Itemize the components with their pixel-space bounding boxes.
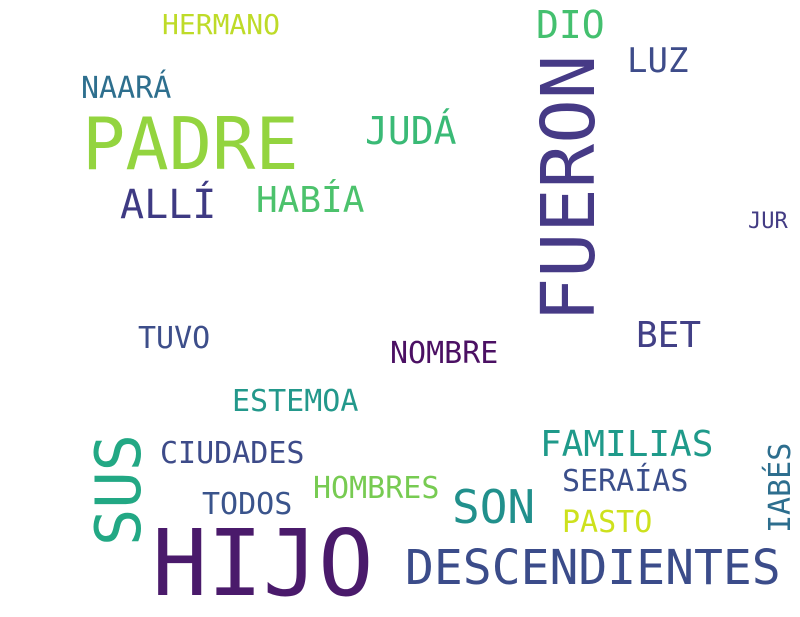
word-hijo: HIJO: [152, 510, 374, 617]
word-ciudades: CIUDADES: [160, 436, 305, 471]
word-nombre: NOMBRE: [390, 336, 499, 371]
word-cloud: HIJO FUERON PADRE DESCENDIENTES SUS SON …: [81, 3, 798, 610]
word-familias: FAMILIAS: [540, 424, 714, 465]
word-luz: LUZ: [627, 41, 689, 81]
word-jur: JUR: [748, 209, 788, 234]
word-iabes: IABÉS: [763, 442, 798, 533]
word-fueron: FUERON: [526, 54, 612, 322]
word-estemoa: ESTEMOA: [232, 384, 359, 419]
word-todos: TODOS: [202, 487, 293, 522]
word-descendientes: DESCENDIENTES: [405, 540, 781, 596]
word-alli: ALLÍ: [120, 182, 217, 228]
word-naara: NAARÁ: [81, 71, 172, 106]
word-bet: BET: [636, 315, 702, 356]
word-juda: JUDÁ: [365, 109, 457, 153]
word-sus: SUS: [82, 434, 155, 546]
word-tuvo: TUVO: [138, 321, 211, 356]
word-son: SON: [452, 480, 536, 534]
word-dio: DIO: [536, 3, 605, 47]
word-padre: PADRE: [82, 102, 299, 186]
word-habia: HABÍA: [256, 180, 365, 221]
word-serayas: SERAÍAS: [562, 464, 689, 499]
word-hombres: HOMBRES: [313, 471, 440, 506]
word-hermano: HERMANO: [162, 8, 281, 41]
word-pasto: PASTO: [562, 505, 653, 540]
